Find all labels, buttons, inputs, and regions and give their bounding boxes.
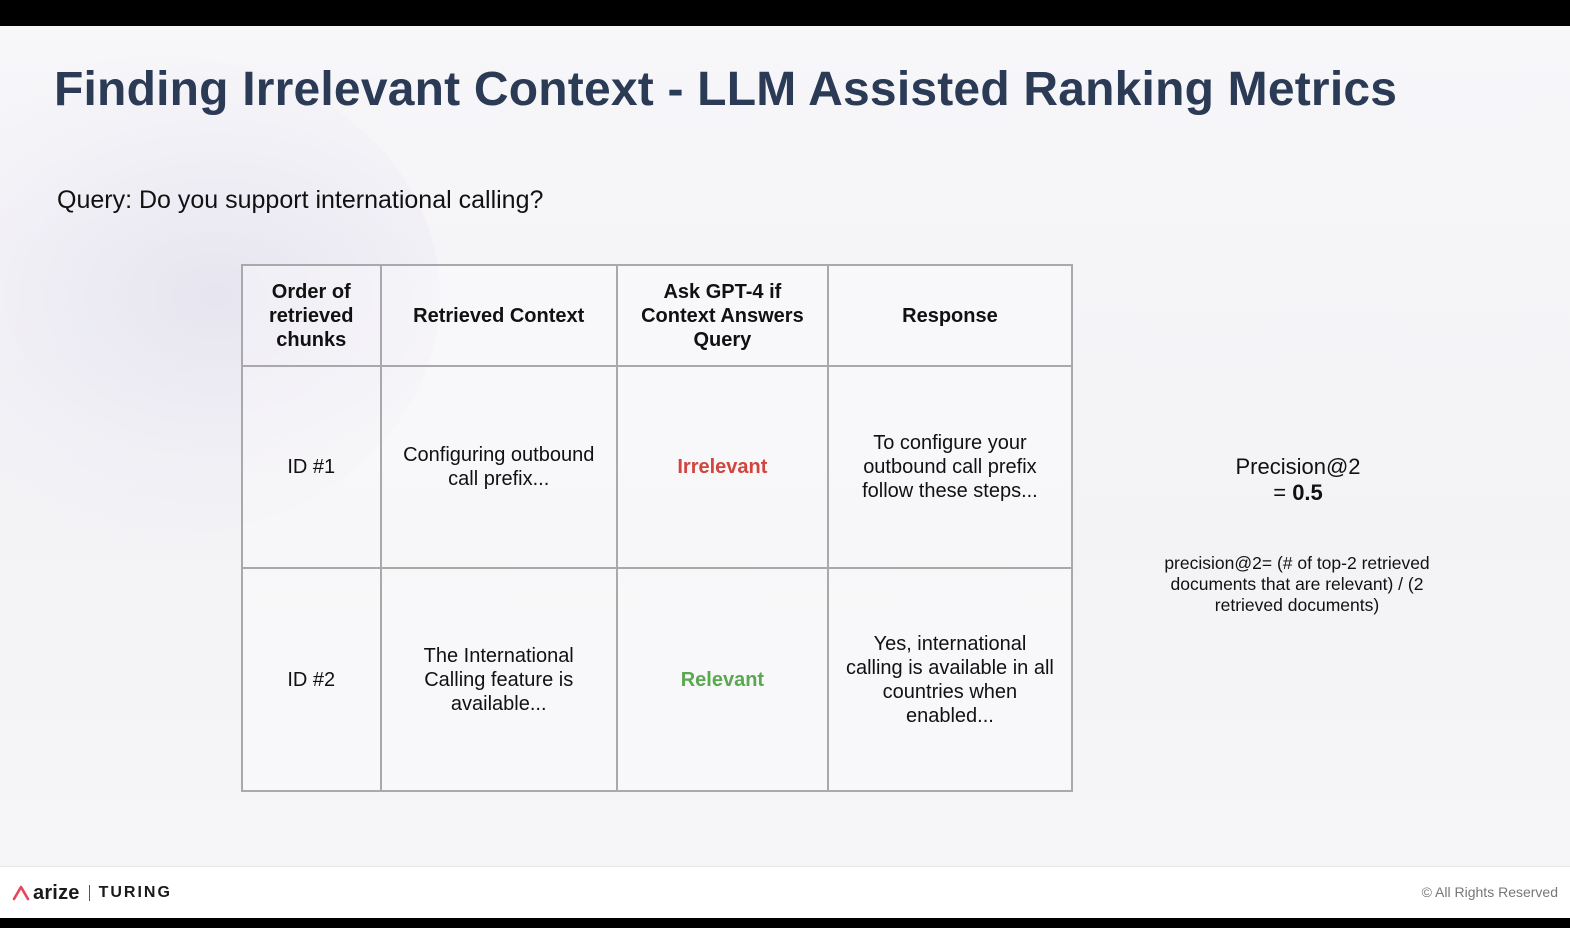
cell-context: The International Calling feature is ava… (379, 567, 618, 792)
slide: Finding Irrelevant Context - LLM Assiste… (0, 26, 1570, 866)
cell-context: Configuring outbound call prefix... (379, 365, 618, 569)
precision-label: Precision@2 (1235, 454, 1361, 479)
header-response: Response (826, 264, 1074, 367)
cell-verdict: Irrelevant (615, 365, 829, 569)
precision-metric: Precision@2 = 0.5 (1148, 454, 1448, 506)
table-row: ID #2 The International Calling feature … (241, 567, 1074, 792)
copyright-text: © All Rights Reserved (1421, 884, 1558, 900)
cell-verdict: Relevant (615, 567, 829, 792)
footer-logo: arize TURING (12, 881, 172, 905)
page-title: Finding Irrelevant Context - LLM Assiste… (54, 63, 1398, 116)
header-order: Order of retrieved chunks (241, 264, 382, 367)
table-header-row: Order of retrieved chunks Retrieved Cont… (241, 264, 1074, 367)
header-ask-gpt4: Ask GPT-4 if Context Answers Query (615, 264, 829, 367)
precision-equals: = (1273, 480, 1293, 505)
header-context: Retrieved Context (379, 264, 618, 367)
cell-order: ID #1 (241, 365, 382, 569)
query-text: Query: Do you support international call… (57, 186, 544, 214)
cell-response: Yes, international calling is available … (826, 567, 1074, 792)
footer: arize TURING © All Rights Reserved (0, 866, 1570, 919)
bottom-bar (0, 918, 1570, 928)
cell-response: To configure your outbound call prefix f… (826, 365, 1074, 569)
precision-formula: precision@2= (# of top-2 retrieved docum… (1164, 553, 1430, 615)
brand-divider (88, 885, 90, 901)
arize-caret-icon (12, 885, 30, 901)
cell-order: ID #2 (241, 567, 382, 792)
precision-value-line: = 0.5 (1148, 480, 1448, 506)
table-row: ID #1 Configuring outbound call prefix..… (241, 365, 1074, 569)
precision-value: 0.5 (1292, 480, 1323, 505)
brand-arize: arize (33, 881, 80, 904)
brand-turing: TURING (98, 884, 172, 901)
context-table: Order of retrieved chunks Retrieved Cont… (241, 264, 1074, 792)
